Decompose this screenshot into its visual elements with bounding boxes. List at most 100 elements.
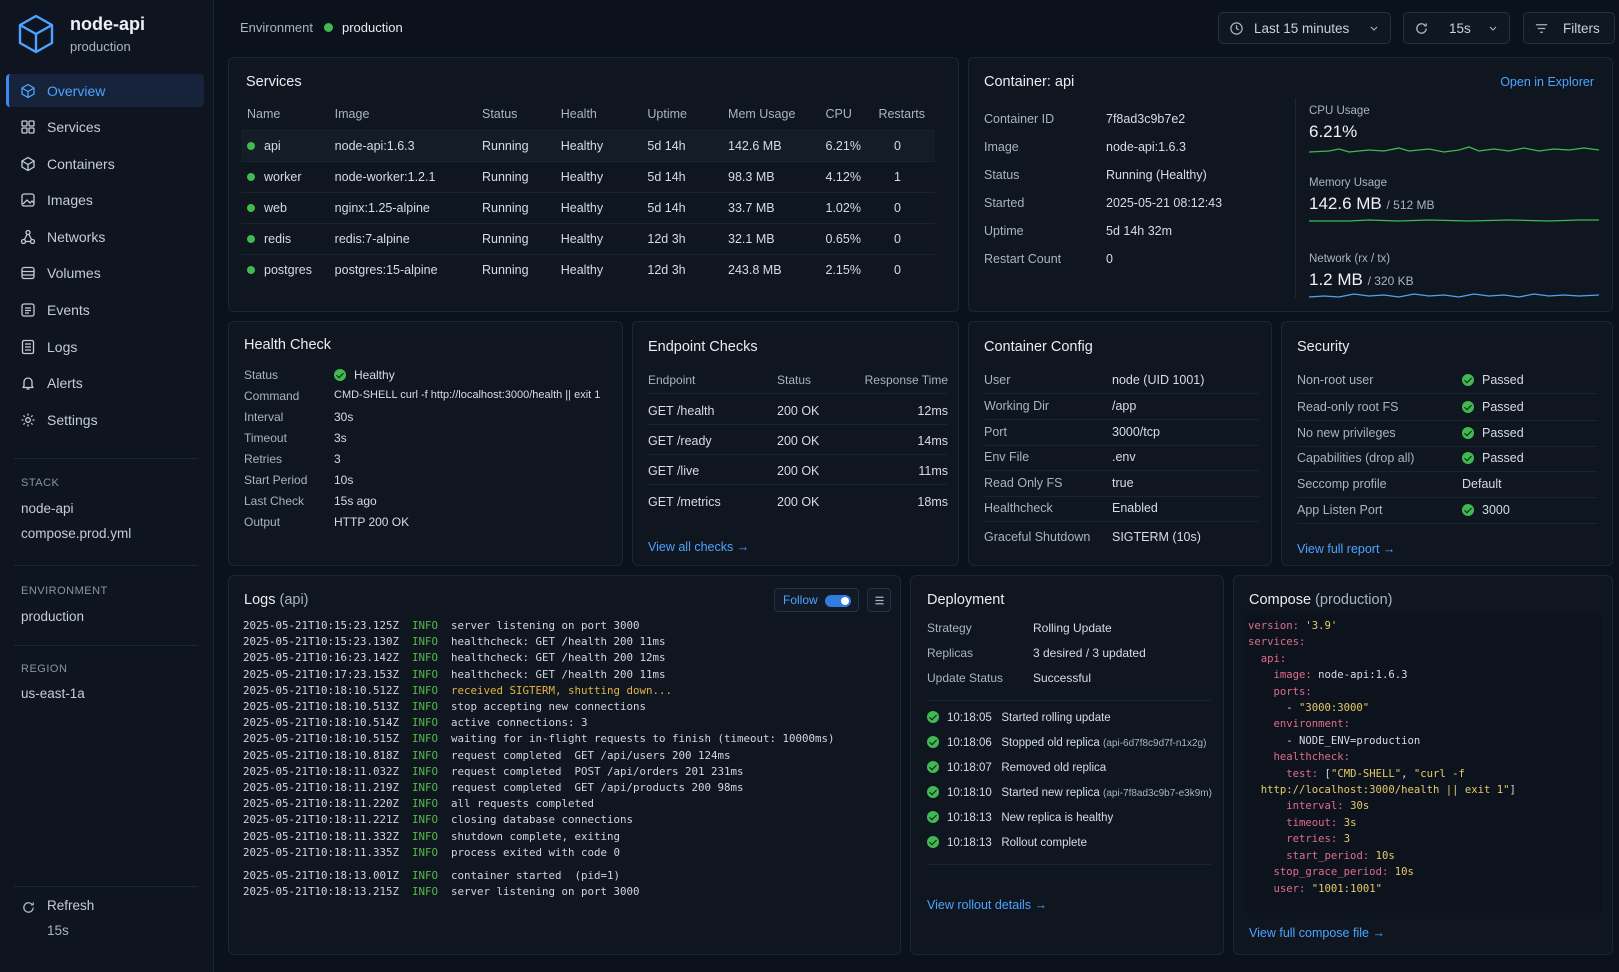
field-value: 30s — [334, 410, 354, 424]
event-text: Started new replica — [1001, 787, 1100, 799]
sidebar-item-overview[interactable]: Overview — [6, 74, 204, 107]
time-range-dropdown[interactable]: Last 15 minutes — [1218, 12, 1391, 44]
log-message: active connections: 3 — [451, 716, 588, 730]
log-message: waiting for in-flight requests to finish… — [451, 732, 835, 746]
divider — [1297, 393, 1597, 394]
divider — [1297, 446, 1597, 447]
divider — [648, 393, 948, 394]
table-row[interactable]: redis redis:7-alpine Running Healthy 12d… — [241, 222, 935, 254]
filters-button[interactable]: Filters — [1523, 12, 1615, 44]
log-timestamp: 2025-05-21T10:18:10.514Z — [243, 716, 413, 730]
sidebar-item-images[interactable]: Images — [6, 184, 204, 217]
service-cpu: 4.12% — [819, 160, 873, 192]
log-message: container started (pid=1) — [451, 869, 621, 883]
log-message: healthcheck: GET /health 200 11ms — [451, 635, 666, 649]
field-value: HTTP 200 OK — [334, 515, 410, 529]
table-row[interactable]: worker node-worker:1.2.1 Running Healthy… — [241, 160, 935, 192]
check-icon — [1462, 504, 1474, 516]
card-title: Endpoint Checks — [648, 339, 758, 355]
service-health: Healthy — [554, 129, 642, 161]
cell-text: postgres — [264, 262, 312, 277]
logs-icon — [21, 339, 35, 354]
brand: node-api production — [18, 14, 145, 54]
view-all-checks-link[interactable]: View all checks → — [648, 540, 750, 554]
log-level: INFO — [412, 732, 452, 746]
check-icon — [1462, 452, 1474, 464]
column-header: Uptime — [647, 106, 687, 121]
config-fields: User node (UID 1001) Working Dir/app Port… — [984, 373, 1259, 553]
view-full-report-link[interactable]: View full report → — [1297, 542, 1396, 556]
log-line: 2025-05-21T10:18:13.215Z INFO server lis… — [243, 884, 835, 900]
topbar: Environment production Last 15 minutes 1… — [214, 0, 1619, 56]
timeline-event: 10:18:13 Rollout complete — [927, 836, 1087, 849]
follow-toggle[interactable]: Follow — [774, 588, 859, 612]
check-icon — [1462, 401, 1474, 413]
sidebar-item-networks[interactable]: Networks — [6, 220, 204, 253]
network-value: 1.2 MB / 320 KB — [1309, 270, 1414, 290]
log-options-button[interactable] — [867, 588, 891, 612]
table-row[interactable]: postgres postgres:15-alpine Running Heal… — [241, 253, 935, 285]
refresh-control[interactable]: Refresh 15s — [21, 898, 191, 946]
field-value: Running (Healthy) — [1106, 168, 1207, 182]
services-table: Name Image Status Health Uptime Mem Usag… — [241, 98, 935, 285]
sidebar-item-alerts[interactable]: Alerts — [6, 367, 204, 400]
check-icon — [927, 811, 939, 823]
network-label: Network (rx / tx) — [1309, 253, 1391, 265]
field-value: 3000/tcp — [1112, 425, 1160, 439]
sidebar-item-volumes[interactable]: Volumes — [6, 257, 204, 290]
memory-value: 142.6 MB — [1309, 194, 1382, 213]
field-label: Interval — [244, 410, 284, 424]
sidebar-item-logs[interactable]: Logs — [6, 330, 204, 363]
log-level: INFO — [412, 885, 452, 899]
card-title: Compose (production) — [1249, 592, 1392, 608]
service-status: Running — [475, 253, 555, 285]
sidebar-item-services[interactable]: Services — [6, 111, 204, 144]
filter-icon — [1535, 23, 1548, 33]
field-label: Healthcheck — [984, 501, 1053, 515]
service-cpu: 2.15% — [819, 253, 873, 285]
field-value: 15s ago — [334, 494, 377, 508]
endpoint-name: GET /health — [648, 404, 715, 418]
divider — [927, 700, 1212, 701]
cpu-usage-label: CPU Usage — [1309, 105, 1370, 117]
check-label: App Listen Port — [1297, 503, 1383, 517]
refresh-interval-dropdown[interactable]: 15s — [1403, 12, 1510, 44]
logs-title-sub: (api) — [279, 592, 309, 608]
environment-value: production — [21, 609, 85, 624]
event-time: 10:18:13 — [947, 837, 992, 849]
open-in-explorer-link[interactable]: Open in Explorer — [1500, 75, 1594, 89]
log-message: server listening on port 3000 — [451, 885, 640, 899]
field-value: true — [1112, 476, 1134, 490]
memory-usage-value: 142.6 MB / 512 MB — [1309, 194, 1435, 214]
environment-status-dot — [324, 23, 333, 32]
check-label: Non-root user — [1297, 373, 1374, 387]
field-value: 2025-05-21 08:12:43 — [1106, 196, 1223, 210]
sidebar-item-settings[interactable]: Settings — [6, 403, 204, 436]
field-label: Status — [984, 168, 1020, 182]
field-label: Restart Count — [984, 252, 1062, 266]
view-rollout-details-link[interactable]: View rollout details → — [927, 898, 1047, 912]
sidebar-item-label: Services — [47, 119, 101, 136]
sidebar-item-containers[interactable]: Containers — [6, 147, 204, 180]
refresh-icon — [23, 902, 34, 913]
table-row[interactable]: api node-api:1.6.3 Running Healthy 5d 14… — [241, 129, 935, 161]
service-image: node-api:1.6.3 — [328, 129, 476, 161]
table-row[interactable]: web nginx:1.25-alpine Running Healthy 5d… — [241, 191, 935, 223]
log-timestamp: 2025-05-21T10:18:11.335Z — [243, 845, 413, 859]
log-timestamp: 2025-05-21T10:18:13.001Z — [243, 869, 413, 883]
log-level: INFO — [412, 748, 452, 762]
view-full-compose-link[interactable]: View full compose file → — [1249, 926, 1385, 940]
event-time: 10:18:07 — [947, 762, 992, 774]
security-checks: Non-root user Passed Read-only root FS Pas… — [1297, 373, 1597, 533]
card-title: Container: api — [984, 74, 1075, 90]
field-value: Rolling Update — [1033, 621, 1112, 635]
service-image: node-worker:1.2.1 — [328, 160, 476, 192]
health-status: Healthy — [334, 368, 395, 382]
timeline-event: 10:18:05 Started rolling update — [927, 711, 1111, 724]
service-name: web — [241, 191, 329, 223]
field-label: Start Period — [244, 473, 308, 487]
sidebar-item-events[interactable]: Events — [6, 294, 204, 327]
service-name: postgres — [241, 253, 329, 285]
service-uptime: 12d 3h — [641, 222, 723, 254]
divider — [984, 496, 1259, 497]
